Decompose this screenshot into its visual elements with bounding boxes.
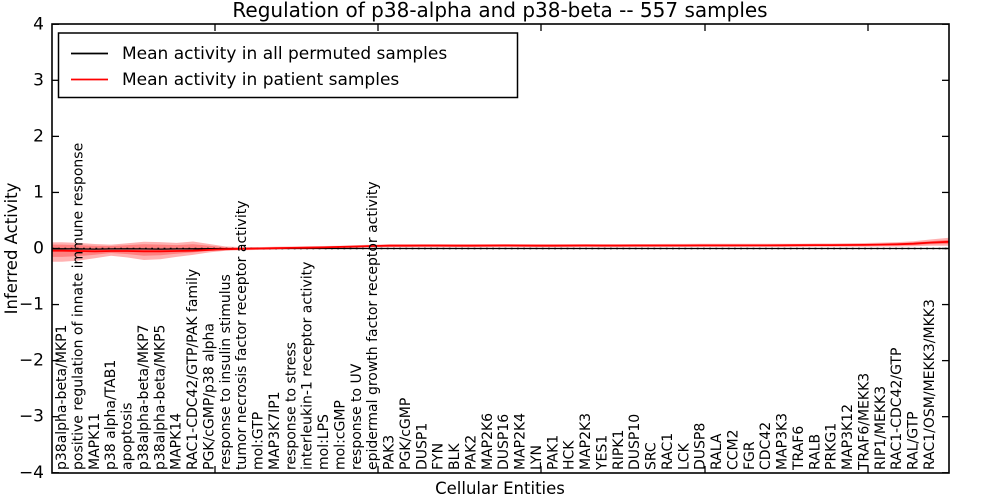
x-tick-label: PGK/cGMP/p38 alpha (201, 323, 217, 470)
x-tick-label: LCK (676, 442, 692, 470)
x-tick-label: apoptosis (120, 403, 136, 470)
legend-label-permuted: Mean activity in all permuted samples (122, 44, 447, 64)
x-tick-label: MAP2K4 (513, 413, 529, 470)
x-tick-label: MAP2K3 (578, 413, 594, 470)
y-tick-label: −1 (19, 295, 44, 315)
x-tick-label: MAPK14 (169, 413, 185, 470)
series-lines (52, 240, 950, 253)
x-tick-label: DUSP1 (414, 423, 430, 470)
x-tick-label: RIP1/MEKK3 (873, 386, 889, 470)
x-tick-label: TRAF6/MEKK3 (857, 373, 873, 471)
x-tick-label: p38alpha-beta/MKP1 (54, 325, 70, 470)
legend-label-patient: Mean activity in patient samples (122, 70, 399, 90)
x-tick-label: mol:GTP (251, 412, 267, 470)
x-tick-label: RAC1/OSM/MEKK3/MKK3 (922, 299, 938, 470)
x-tick-label: MAP2K6 (480, 413, 496, 470)
x-tick-label: SRC (644, 442, 660, 470)
y-tick-label: 0 (33, 239, 44, 259)
x-tick-label: FYN (431, 443, 447, 470)
legend-box (57, 32, 519, 99)
x-tick-label: TRAF6 (791, 426, 807, 471)
x-tick-label: response to UV (349, 363, 365, 470)
x-tick-label: RAC1-CDC42/GTP (889, 348, 905, 470)
x-tick-label: RALA (709, 433, 725, 470)
x-tick-label: tumor necrosis factor receptor activity (234, 201, 250, 471)
x-tick-label: RALB (807, 434, 823, 470)
x-tick-label: MAP3K12 (840, 404, 856, 470)
x-tick-label: RAL/GTP (906, 411, 922, 470)
confidence-bands (52, 237, 949, 262)
x-tick-label: response to insulin stimulus (218, 274, 234, 470)
x-tick-label: epidermal growth factor receptor activit… (365, 181, 381, 470)
y-tick-label: −4 (19, 463, 44, 483)
x-tick-label: BLK (447, 443, 463, 470)
y-axis-label: Inferred Activity (2, 182, 21, 314)
x-tick-label: RAC1 (660, 433, 676, 470)
patient-mean-line (52, 240, 950, 253)
x-tick-label: DUSP16 (496, 414, 512, 470)
y-tick-label: 4 (33, 14, 44, 34)
y-tick-label: 3 (33, 70, 44, 90)
legend: Mean activity in all permuted samples Me… (57, 32, 519, 99)
x-tick-label: mol:cGMP (332, 400, 348, 470)
x-axis-label: Cellular Entities (435, 479, 565, 498)
x-tick-label: PAK3 (382, 435, 398, 470)
x-tick-label: LYN (529, 445, 545, 470)
x-tick-label: PGK/cGMP (398, 398, 414, 470)
x-tick-label: DUSP10 (627, 414, 643, 470)
permuted-mean-line (52, 247, 949, 250)
x-tick-label: MAPK11 (87, 413, 103, 470)
x-tick-label: YES1 (595, 435, 611, 471)
x-tick-label: p38alpha-beta/MKP5 (152, 325, 168, 470)
x-tick-label: DUSP8 (693, 423, 709, 470)
x-tick-label: MAP3K7IP1 (267, 391, 283, 470)
y-tick-labels: 4 3 2 1 0 −1 −2 −3 −4 (19, 14, 44, 483)
y-tick-label: −3 (19, 407, 44, 427)
x-tick-label: response to stress (283, 342, 299, 470)
x-tick-label: PAK2 (463, 435, 479, 470)
x-tick-label: MAP3K3 (775, 413, 791, 470)
x-tick-label: p38alpha-beta/MKP7 (136, 325, 152, 470)
y-tick-label: 2 (33, 126, 44, 146)
x-tick-label: CDC42 (758, 422, 774, 470)
x-tick-label: PRKG1 (824, 423, 840, 470)
y-tick-label: −2 (19, 351, 44, 371)
x-tick-label: interleukin-1 receptor activity (300, 262, 316, 470)
x-tick-label: CCM2 (726, 429, 742, 470)
x-tick-label: p38 alpha/TAB1 (103, 360, 119, 470)
x-tick-label: positive regulation of innate immune res… (70, 143, 86, 470)
chart-title: Regulation of p38-alpha and p38-beta -- … (232, 0, 767, 22)
axis-ticks (52, 23, 949, 474)
x-tick-label: PAK1 (545, 435, 561, 470)
y-tick-label: 1 (33, 182, 44, 202)
x-tick-label: mol:LPS (316, 414, 332, 470)
x-tick-label: RAC1-CDC42/GTP/PAK family (185, 269, 201, 470)
x-tick-label: RIPK1 (611, 430, 627, 470)
x-tick-label: HCK (562, 440, 578, 470)
x-tick-label: FGR (742, 441, 758, 470)
x-tick-labels: p38alpha-beta/MKP1 positive regulation of… (54, 143, 938, 471)
